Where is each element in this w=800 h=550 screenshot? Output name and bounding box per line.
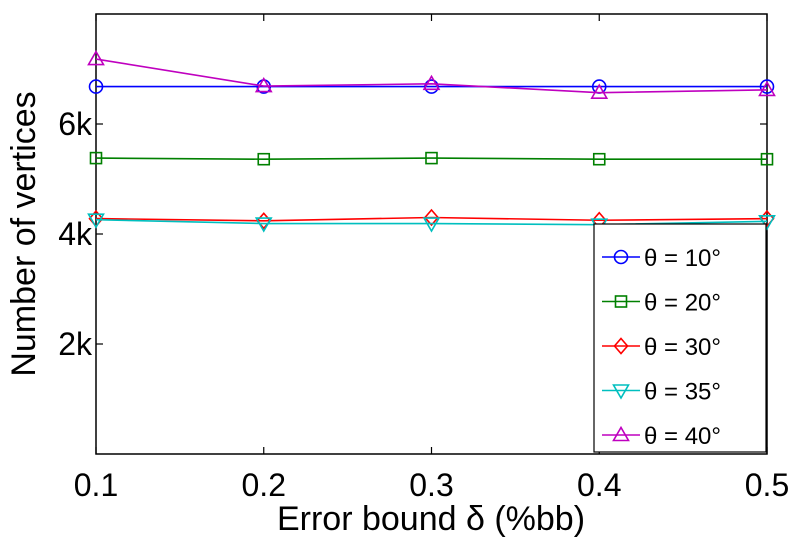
x-tick-label: 0.5 [745,467,789,503]
data-point [760,152,774,166]
legend-item: θ = 35° [602,379,721,406]
data-point [613,337,629,355]
data-point [592,152,606,166]
legend-label: θ = 20° [644,290,721,317]
data-point [87,49,105,66]
series-2 [89,151,774,166]
data-point [425,151,438,165]
axis-ticks: 0.1 0.2 0.3 0.4 0.5 2k 4k 6k [58,14,789,503]
data-point [423,208,440,227]
data-point [758,215,776,231]
y-tick-label: 2k [58,326,93,362]
x-tick-label: 0.3 [409,467,453,503]
data-point [612,384,630,400]
y-axis-label: Number of vertices [5,91,43,376]
legend-label: θ = 35° [644,379,721,406]
data-point [613,249,629,265]
data-point [422,217,441,233]
x-axis-label: Error bound δ (%bb) [277,500,585,538]
y-tick-label: 4k [58,216,93,252]
legend-label: θ = 10° [644,245,721,272]
series-5 [87,49,776,99]
data-point [758,80,776,97]
legend-label: θ = 30° [644,334,721,361]
legend-label: θ = 40° [644,423,721,450]
x-tick-label: 0.4 [577,467,621,503]
legend-box [593,223,767,453]
y-tick-label: 6k [58,106,93,142]
data-point [254,76,273,93]
data-point [87,213,105,229]
legend: θ = 10° θ = 20° θ = 30° θ = 35° θ = 40° [593,223,767,453]
data-point [590,83,609,99]
data-point [257,152,271,166]
legend-item: θ = 30° [602,334,721,361]
data-point [759,79,775,94]
data-point [254,217,273,233]
x-tick-label: 0.1 [74,467,118,503]
data-point [89,151,103,165]
data-point [612,425,630,442]
legend-item: θ = 40° [602,423,721,450]
series-layer [87,49,776,234]
legend-item: θ = 20° [602,290,721,317]
series-line [95,58,768,94]
legend-item: θ = 10° [602,245,721,272]
x-tick-label: 0.2 [242,467,286,503]
data-point [422,74,441,91]
data-point [614,295,628,308]
series-line [95,157,767,161]
data-point [88,79,104,94]
